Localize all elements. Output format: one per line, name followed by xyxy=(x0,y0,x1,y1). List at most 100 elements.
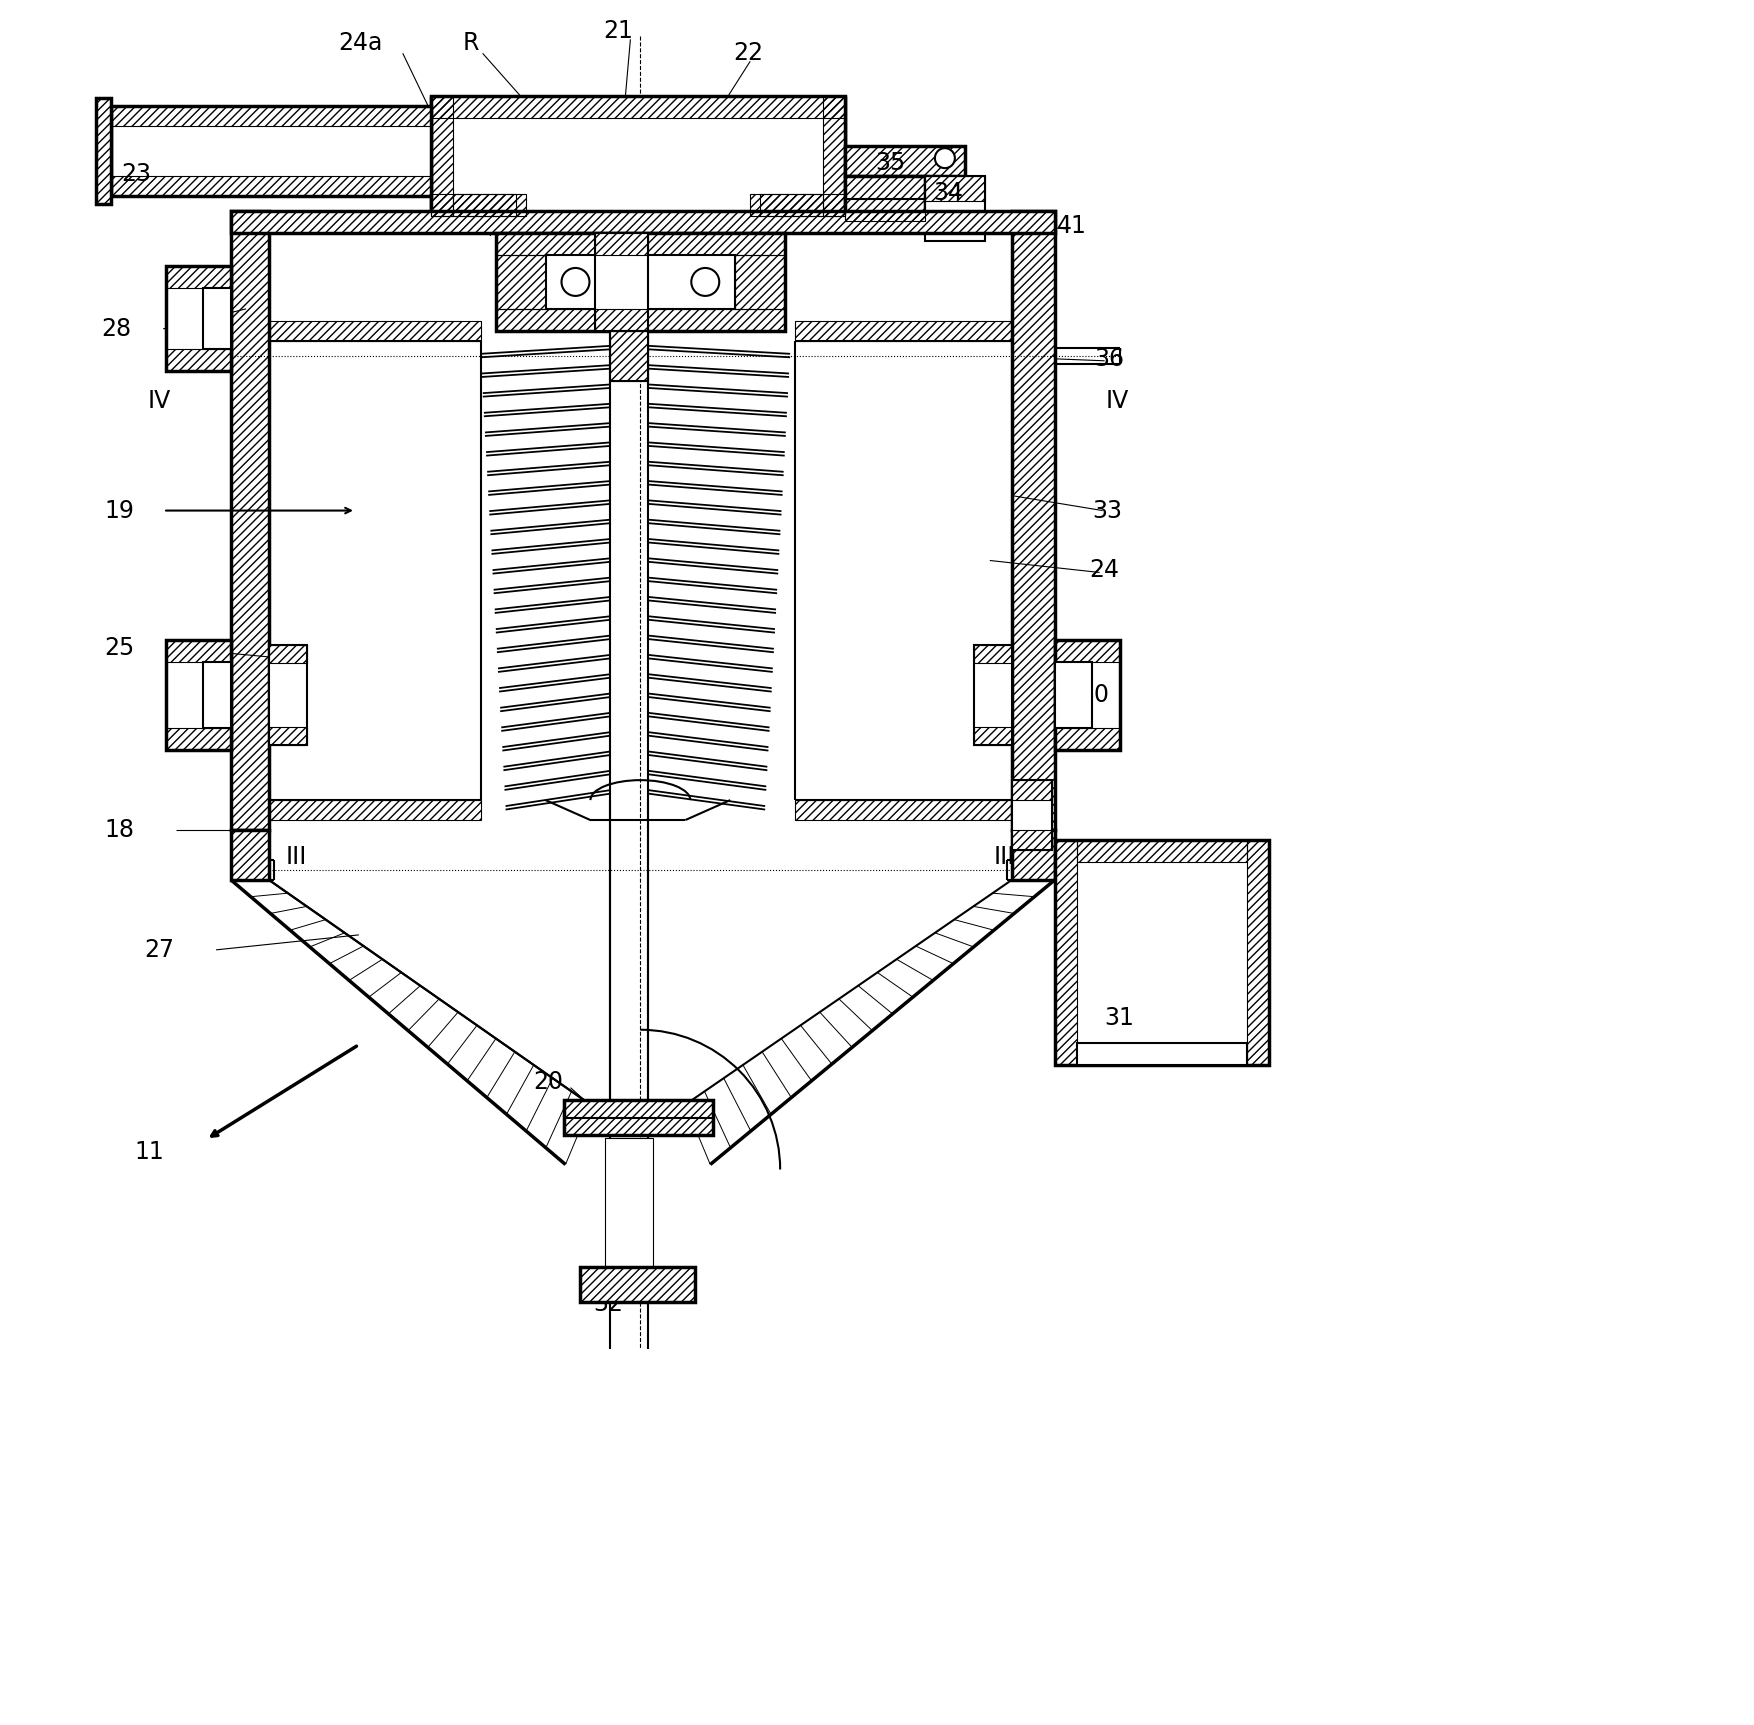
Text: 28: 28 xyxy=(102,317,132,342)
Bar xyxy=(845,198,924,221)
Bar xyxy=(232,210,268,830)
Bar xyxy=(1012,210,1054,830)
Bar xyxy=(759,195,845,216)
Bar xyxy=(924,176,984,202)
Text: 23: 23 xyxy=(121,162,151,186)
Circle shape xyxy=(935,148,954,167)
Bar xyxy=(167,728,232,750)
Bar xyxy=(268,800,481,819)
Text: 24: 24 xyxy=(1089,559,1119,583)
Bar xyxy=(1012,830,1054,880)
Bar xyxy=(1247,840,1270,1064)
Circle shape xyxy=(691,267,719,297)
Bar xyxy=(232,210,268,830)
Text: 19: 19 xyxy=(103,499,133,523)
Bar xyxy=(973,645,1012,745)
Bar xyxy=(595,233,649,331)
Bar xyxy=(232,830,268,880)
Bar xyxy=(545,255,735,309)
Bar xyxy=(563,1099,714,1135)
Text: 36: 36 xyxy=(1094,347,1124,371)
Bar xyxy=(96,98,111,204)
Bar xyxy=(167,640,232,662)
Text: 18: 18 xyxy=(103,818,135,842)
Text: 21: 21 xyxy=(603,19,633,43)
Bar xyxy=(167,348,232,371)
Bar xyxy=(1054,662,1091,728)
Bar xyxy=(1054,840,1270,1064)
Bar xyxy=(795,321,1012,342)
Bar xyxy=(268,321,481,342)
Text: 30: 30 xyxy=(1080,683,1110,707)
Circle shape xyxy=(561,267,589,297)
Bar xyxy=(453,195,526,216)
Bar xyxy=(496,233,786,331)
Text: 32: 32 xyxy=(593,1292,623,1316)
Bar xyxy=(111,107,431,126)
Bar xyxy=(1012,830,1052,850)
Text: 31: 31 xyxy=(1105,1006,1135,1030)
Bar xyxy=(595,233,649,255)
Bar xyxy=(167,266,232,371)
Bar xyxy=(268,645,307,664)
Bar xyxy=(96,98,111,204)
Bar xyxy=(1054,840,1077,1064)
Bar xyxy=(203,288,232,348)
Bar xyxy=(496,309,786,331)
Text: 25: 25 xyxy=(103,637,135,661)
Text: 11: 11 xyxy=(135,1140,165,1164)
Bar xyxy=(595,309,649,331)
Bar xyxy=(431,97,845,119)
Bar xyxy=(496,255,545,309)
Text: 34: 34 xyxy=(933,181,963,205)
Bar xyxy=(1054,640,1119,662)
Bar xyxy=(1054,640,1119,750)
Bar xyxy=(111,176,431,197)
Text: 35: 35 xyxy=(875,152,905,176)
Bar xyxy=(973,728,1012,745)
Bar xyxy=(203,662,232,728)
Text: III: III xyxy=(286,845,307,869)
Bar xyxy=(605,1137,652,1268)
Bar xyxy=(581,1268,695,1302)
Text: III: III xyxy=(995,845,1016,869)
Bar xyxy=(735,255,786,309)
Polygon shape xyxy=(431,97,845,216)
Bar xyxy=(1077,1042,1247,1064)
Bar xyxy=(167,640,232,750)
Bar xyxy=(751,195,823,216)
Bar xyxy=(1012,210,1054,830)
Bar xyxy=(232,210,1054,233)
Bar xyxy=(268,645,307,745)
Bar xyxy=(1012,780,1052,800)
Text: IV: IV xyxy=(1107,388,1130,412)
Bar xyxy=(610,331,649,381)
Bar xyxy=(111,107,431,197)
Bar xyxy=(563,1099,714,1118)
Bar xyxy=(1077,840,1247,862)
Bar xyxy=(563,1116,714,1135)
Text: 24a: 24a xyxy=(339,31,382,55)
Text: 27: 27 xyxy=(144,938,174,963)
Bar xyxy=(431,195,516,216)
Text: 22: 22 xyxy=(733,41,763,66)
Bar xyxy=(496,233,786,255)
Text: IV: IV xyxy=(147,388,170,412)
Bar xyxy=(1012,780,1052,850)
Bar xyxy=(232,830,268,880)
Bar xyxy=(232,210,1054,233)
Bar xyxy=(845,176,924,198)
Text: 20: 20 xyxy=(533,1070,563,1094)
Bar xyxy=(1054,728,1119,750)
Bar xyxy=(795,800,1012,819)
Text: 33: 33 xyxy=(1093,499,1123,523)
Bar xyxy=(1012,830,1054,880)
Bar xyxy=(167,266,232,288)
Text: 41: 41 xyxy=(1056,214,1087,238)
Bar xyxy=(581,1268,695,1302)
Bar xyxy=(973,645,1012,664)
Bar xyxy=(924,176,984,242)
Bar xyxy=(845,147,965,176)
Bar xyxy=(845,176,924,221)
Bar xyxy=(431,97,453,216)
